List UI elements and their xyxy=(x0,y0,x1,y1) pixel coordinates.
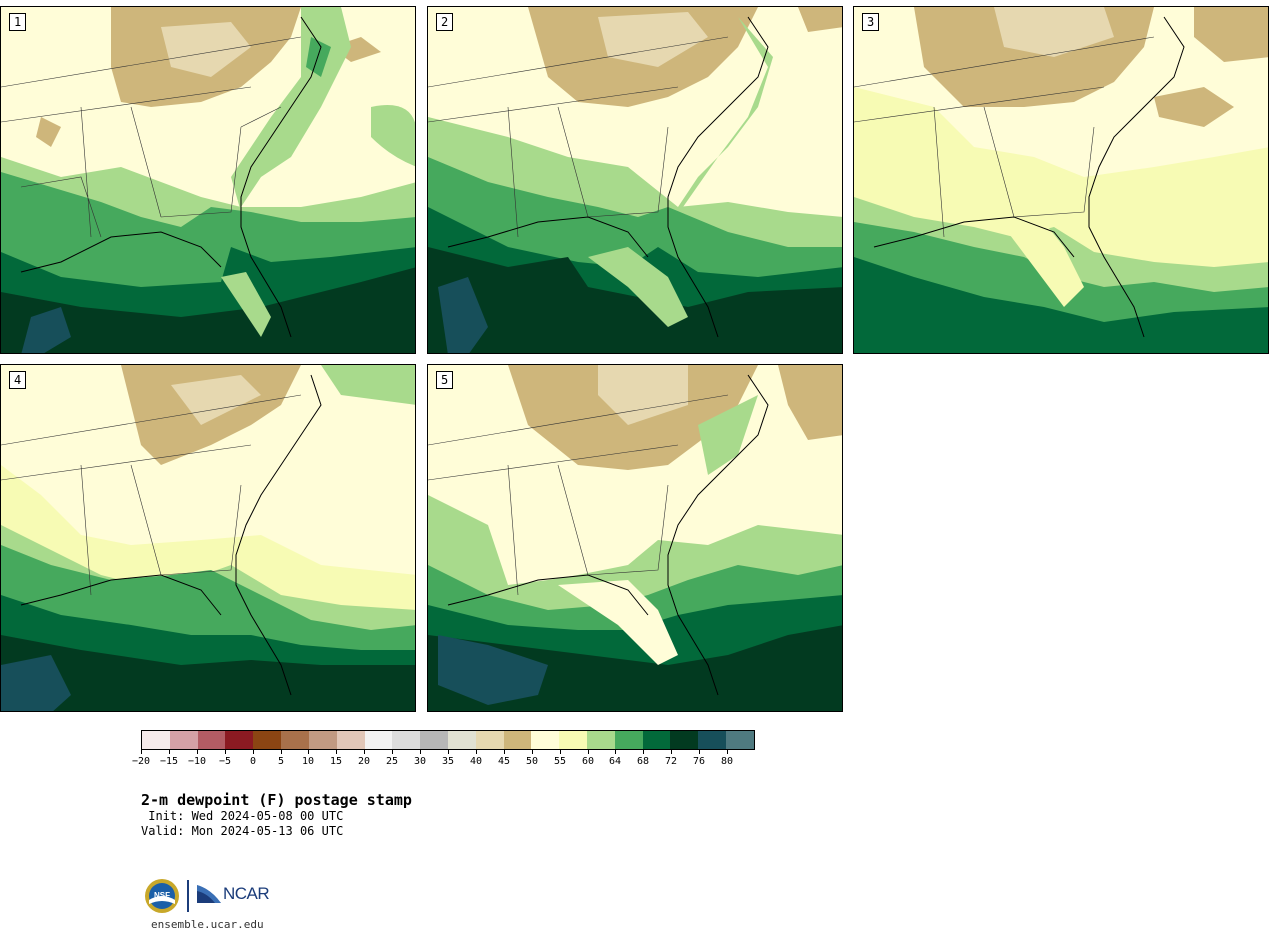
colorbar-tick-label: 64 xyxy=(608,756,622,767)
member-panel-2[interactable]: 2 xyxy=(427,6,843,354)
colorbar-tick xyxy=(615,750,616,754)
nsf-logo: NSF xyxy=(144,878,180,918)
panel-number: 3 xyxy=(862,13,880,31)
panel-number: 4 xyxy=(9,371,27,389)
colorbar-tick-label: 80 xyxy=(720,756,734,767)
colorbar-segment xyxy=(225,731,254,749)
colorbar-tick-label: 76 xyxy=(692,756,706,767)
dewpoint-map-1 xyxy=(1,7,415,353)
init-time: Init: Wed 2024-05-08 00 UTC xyxy=(141,809,344,823)
colorbar-tick-label: 72 xyxy=(664,756,678,767)
colorbar-segment xyxy=(142,731,170,749)
colorbar-tick-label: 60 xyxy=(581,756,595,767)
colorbar-segment xyxy=(642,731,671,749)
member-panel-1[interactable]: 1 xyxy=(0,6,416,354)
colorbar-tick xyxy=(253,750,254,754)
colorbar-segment xyxy=(392,731,421,749)
colorbar-ticks: −20 −15 −10 −5 0 5 10 15 20 25 30 35 40 45 50 55 60 64 68 7… xyxy=(132,750,755,770)
colorbar-segment xyxy=(336,731,365,749)
colorbar-tick xyxy=(671,750,672,754)
colorbar-tick xyxy=(336,750,337,754)
valid-time: Valid: Mon 2024-05-13 06 UTC xyxy=(141,824,344,838)
colorbar-tick-label: 55 xyxy=(553,756,567,767)
dewpoint-colorbar xyxy=(141,730,755,750)
colorbar-tick-label: 25 xyxy=(385,756,399,767)
colorbar-tick xyxy=(699,750,700,754)
member-panel-5[interactable]: 5 xyxy=(427,364,843,712)
colorbar-tick-label: 20 xyxy=(357,756,371,767)
colorbar-tick-label: 0 xyxy=(249,756,257,767)
colorbar-segment xyxy=(169,731,198,749)
chart-title: 2-m dewpoint (F) postage stamp xyxy=(141,791,412,809)
colorbar-segment xyxy=(308,731,337,749)
ncar-logo-icon xyxy=(197,885,221,903)
colorbar-segment xyxy=(698,731,727,749)
colorbar-tick-label: 68 xyxy=(636,756,650,767)
member-panel-4[interactable]: 4 xyxy=(0,364,416,712)
colorbar-segment xyxy=(420,731,448,749)
colorbar-segment xyxy=(614,731,643,749)
colorbar-tick-label: −10 xyxy=(187,756,207,767)
colorbar-segment xyxy=(197,731,226,749)
colorbar-segment xyxy=(447,731,476,749)
dewpoint-map-4 xyxy=(1,365,415,711)
colorbar-tick-label: 10 xyxy=(301,756,315,767)
colorbar-tick-label: 45 xyxy=(497,756,511,767)
colorbar-tick-label: 5 xyxy=(277,756,285,767)
nsf-logo-text: NSF xyxy=(154,891,170,900)
member-panel-3[interactable]: 3 xyxy=(853,6,1269,354)
colorbar-tick-label: −5 xyxy=(218,756,232,767)
colorbar-tick xyxy=(281,750,282,754)
colorbar-segment xyxy=(531,731,560,749)
colorbar-tick xyxy=(504,750,505,754)
colorbar-tick xyxy=(308,750,309,754)
panel-number: 5 xyxy=(436,371,454,389)
colorbar-tick xyxy=(448,750,449,754)
colorbar-segment xyxy=(587,731,615,749)
colorbar-segment xyxy=(475,731,504,749)
colorbar-segment xyxy=(670,731,699,749)
colorbar-segment xyxy=(559,731,587,749)
colorbar-tick xyxy=(169,750,170,754)
colorbar-tick xyxy=(560,750,561,754)
colorbar-tick xyxy=(643,750,644,754)
ncar-logo-text: NCAR xyxy=(223,884,270,903)
colorbar-segment xyxy=(364,731,393,749)
site-url[interactable]: ensemble.ucar.edu xyxy=(151,918,264,931)
colorbar-tick-label: 35 xyxy=(441,756,455,767)
colorbar-tick xyxy=(364,750,365,754)
colorbar-tick xyxy=(727,750,728,754)
logo-divider xyxy=(187,880,189,912)
colorbar-tick-label: 40 xyxy=(469,756,483,767)
colorbar-tick xyxy=(532,750,533,754)
colorbar-tick-label: 50 xyxy=(525,756,539,767)
colorbar-tick xyxy=(225,750,226,754)
panel-number: 1 xyxy=(9,13,27,31)
colorbar-segment xyxy=(503,731,532,749)
colorbar-tick-label: 15 xyxy=(329,756,343,767)
ncar-logo: NCAR xyxy=(197,884,270,904)
colorbar-tick xyxy=(420,750,421,754)
colorbar-tick xyxy=(476,750,477,754)
colorbar-tick xyxy=(392,750,393,754)
colorbar-tick-label: 30 xyxy=(413,756,427,767)
colorbar-segment xyxy=(253,731,282,749)
dewpoint-map-3 xyxy=(854,7,1268,353)
colorbar-tick xyxy=(588,750,589,754)
colorbar-tick-label: −20 xyxy=(131,756,151,767)
panel-number: 2 xyxy=(436,13,454,31)
dewpoint-map-5 xyxy=(428,365,842,711)
colorbar-tick xyxy=(197,750,198,754)
colorbar-segment xyxy=(281,731,309,749)
colorbar-tick xyxy=(141,750,142,754)
dewpoint-map-2 xyxy=(428,7,842,353)
colorbar-segment xyxy=(726,731,754,749)
colorbar-tick-label: −15 xyxy=(159,756,179,767)
